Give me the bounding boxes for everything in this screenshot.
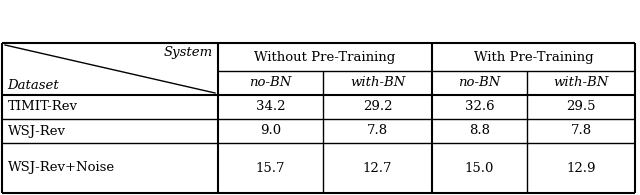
Text: no-BN: no-BN (458, 76, 500, 90)
Text: 12.9: 12.9 (566, 161, 596, 175)
Text: WSJ-Rev+Noise: WSJ-Rev+Noise (8, 161, 115, 175)
Text: with-BN: with-BN (554, 76, 609, 90)
Text: 7.8: 7.8 (367, 124, 388, 137)
Text: 9.0: 9.0 (260, 124, 281, 137)
Text: 7.8: 7.8 (570, 124, 591, 137)
Text: 29.5: 29.5 (566, 100, 596, 113)
Text: 29.2: 29.2 (363, 100, 392, 113)
Text: 15.7: 15.7 (256, 161, 285, 175)
Text: System: System (164, 46, 213, 59)
Text: TIMIT-Rev: TIMIT-Rev (8, 100, 78, 113)
Text: 34.2: 34.2 (256, 100, 285, 113)
Text: Dataset: Dataset (7, 79, 59, 92)
Text: 15.0: 15.0 (465, 161, 494, 175)
Text: Without Pre-Training: Without Pre-Training (254, 51, 396, 64)
Text: with-BN: with-BN (350, 76, 405, 90)
Text: 12.7: 12.7 (363, 161, 392, 175)
Text: 32.6: 32.6 (465, 100, 494, 113)
Text: 8.8: 8.8 (469, 124, 490, 137)
Text: WSJ-Rev: WSJ-Rev (8, 124, 66, 137)
Text: With Pre-Training: With Pre-Training (474, 51, 593, 64)
Text: no-BN: no-BN (250, 76, 292, 90)
